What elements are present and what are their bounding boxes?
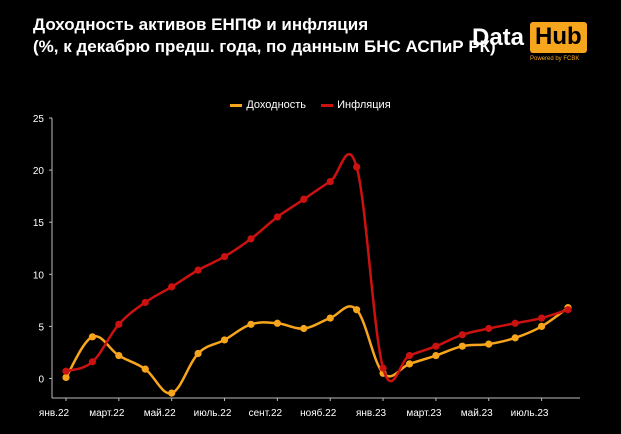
data-point-inflation [88,358,97,366]
y-tick-label: 5 [38,322,44,333]
data-point-inflation [141,298,149,307]
data-point-yield [537,322,546,330]
data-point-inflation [300,195,308,203]
chart-title-line1: Доходность активов ЕНПФ и инфляция [33,15,369,34]
y-tick-label: 15 [33,218,45,229]
data-point-inflation [511,319,519,327]
legend-swatch-yield [230,103,243,107]
data-point-yield [88,333,97,341]
y-tick-label: 10 [33,270,45,281]
data-point-inflation [62,367,70,375]
chart-title-line2: (%, к декабрю предш. года, по данным БНС… [33,37,496,56]
legend-item-yield: Доходность [230,99,306,111]
data-point-inflation [168,283,176,291]
y-tick-label: 20 [33,166,45,177]
data-point-yield [511,334,519,342]
data-point-inflation [432,342,440,350]
legend-label-yield: Доходность [246,99,307,111]
data-point-inflation [194,266,202,274]
x-tick-label: нояб.22 [300,407,337,419]
data-point-yield [168,389,176,397]
x-tick-label: июль.22 [194,408,232,419]
x-tick-label: янв.22 [39,408,70,419]
y-tick-label: 0 [38,375,44,386]
data-point-inflation [564,306,572,314]
chart-legend: Доходность Инфляция [0,99,621,111]
x-tick-label: янв.23 [356,408,387,419]
data-point-inflation [273,213,281,221]
y-tick-label: 25 [33,114,45,125]
legend-label-inflation: Инфляция [337,99,391,111]
data-point-yield [247,320,255,328]
chart-title: Доходность активов ЕНПФ и инфляция (%, к… [33,14,496,58]
data-point-inflation [326,177,334,186]
data-point-inflation [247,235,255,243]
data-point-inflation [405,351,414,360]
data-point-inflation [537,314,546,322]
data-point-yield [141,365,149,373]
data-point-yield [326,314,334,322]
data-point-yield [485,340,493,348]
legend-item-inflation: Инфляция [321,99,391,111]
x-tick-label: июль.23 [511,408,549,419]
data-point-inflation [353,163,361,171]
data-point-inflation [379,364,387,372]
legend-swatch-inflation [321,103,334,107]
data-point-yield [458,342,466,350]
x-tick-label: март.23 [406,408,442,419]
data-point-yield [353,306,361,314]
x-tick-label: сент.22 [249,408,283,419]
series-line-inflation [65,152,569,383]
data-point-yield [220,336,229,344]
data-point-inflation [220,252,229,261]
data-point-inflation [115,320,123,328]
data-point-yield [300,324,308,333]
x-tick-label: май.22 [144,408,176,419]
series-line-yield [64,305,569,395]
data-point-inflation [485,324,493,333]
datahub-logo: Data Hub Powered by FCBK [472,22,592,66]
data-point-inflation [458,331,466,339]
data-point-yield [194,349,202,358]
x-tick-label: май.23 [461,408,493,419]
x-tick-label: март.22 [89,408,125,419]
logo-hub-text: Hub [530,22,587,53]
data-point-yield [273,319,281,327]
data-point-yield [405,360,414,368]
data-point-yield [62,373,70,382]
logo-data-text: Data [472,24,525,51]
data-point-yield [115,351,123,360]
logo-subtitle: Powered by FCBK [530,56,580,62]
data-point-yield [432,351,440,360]
